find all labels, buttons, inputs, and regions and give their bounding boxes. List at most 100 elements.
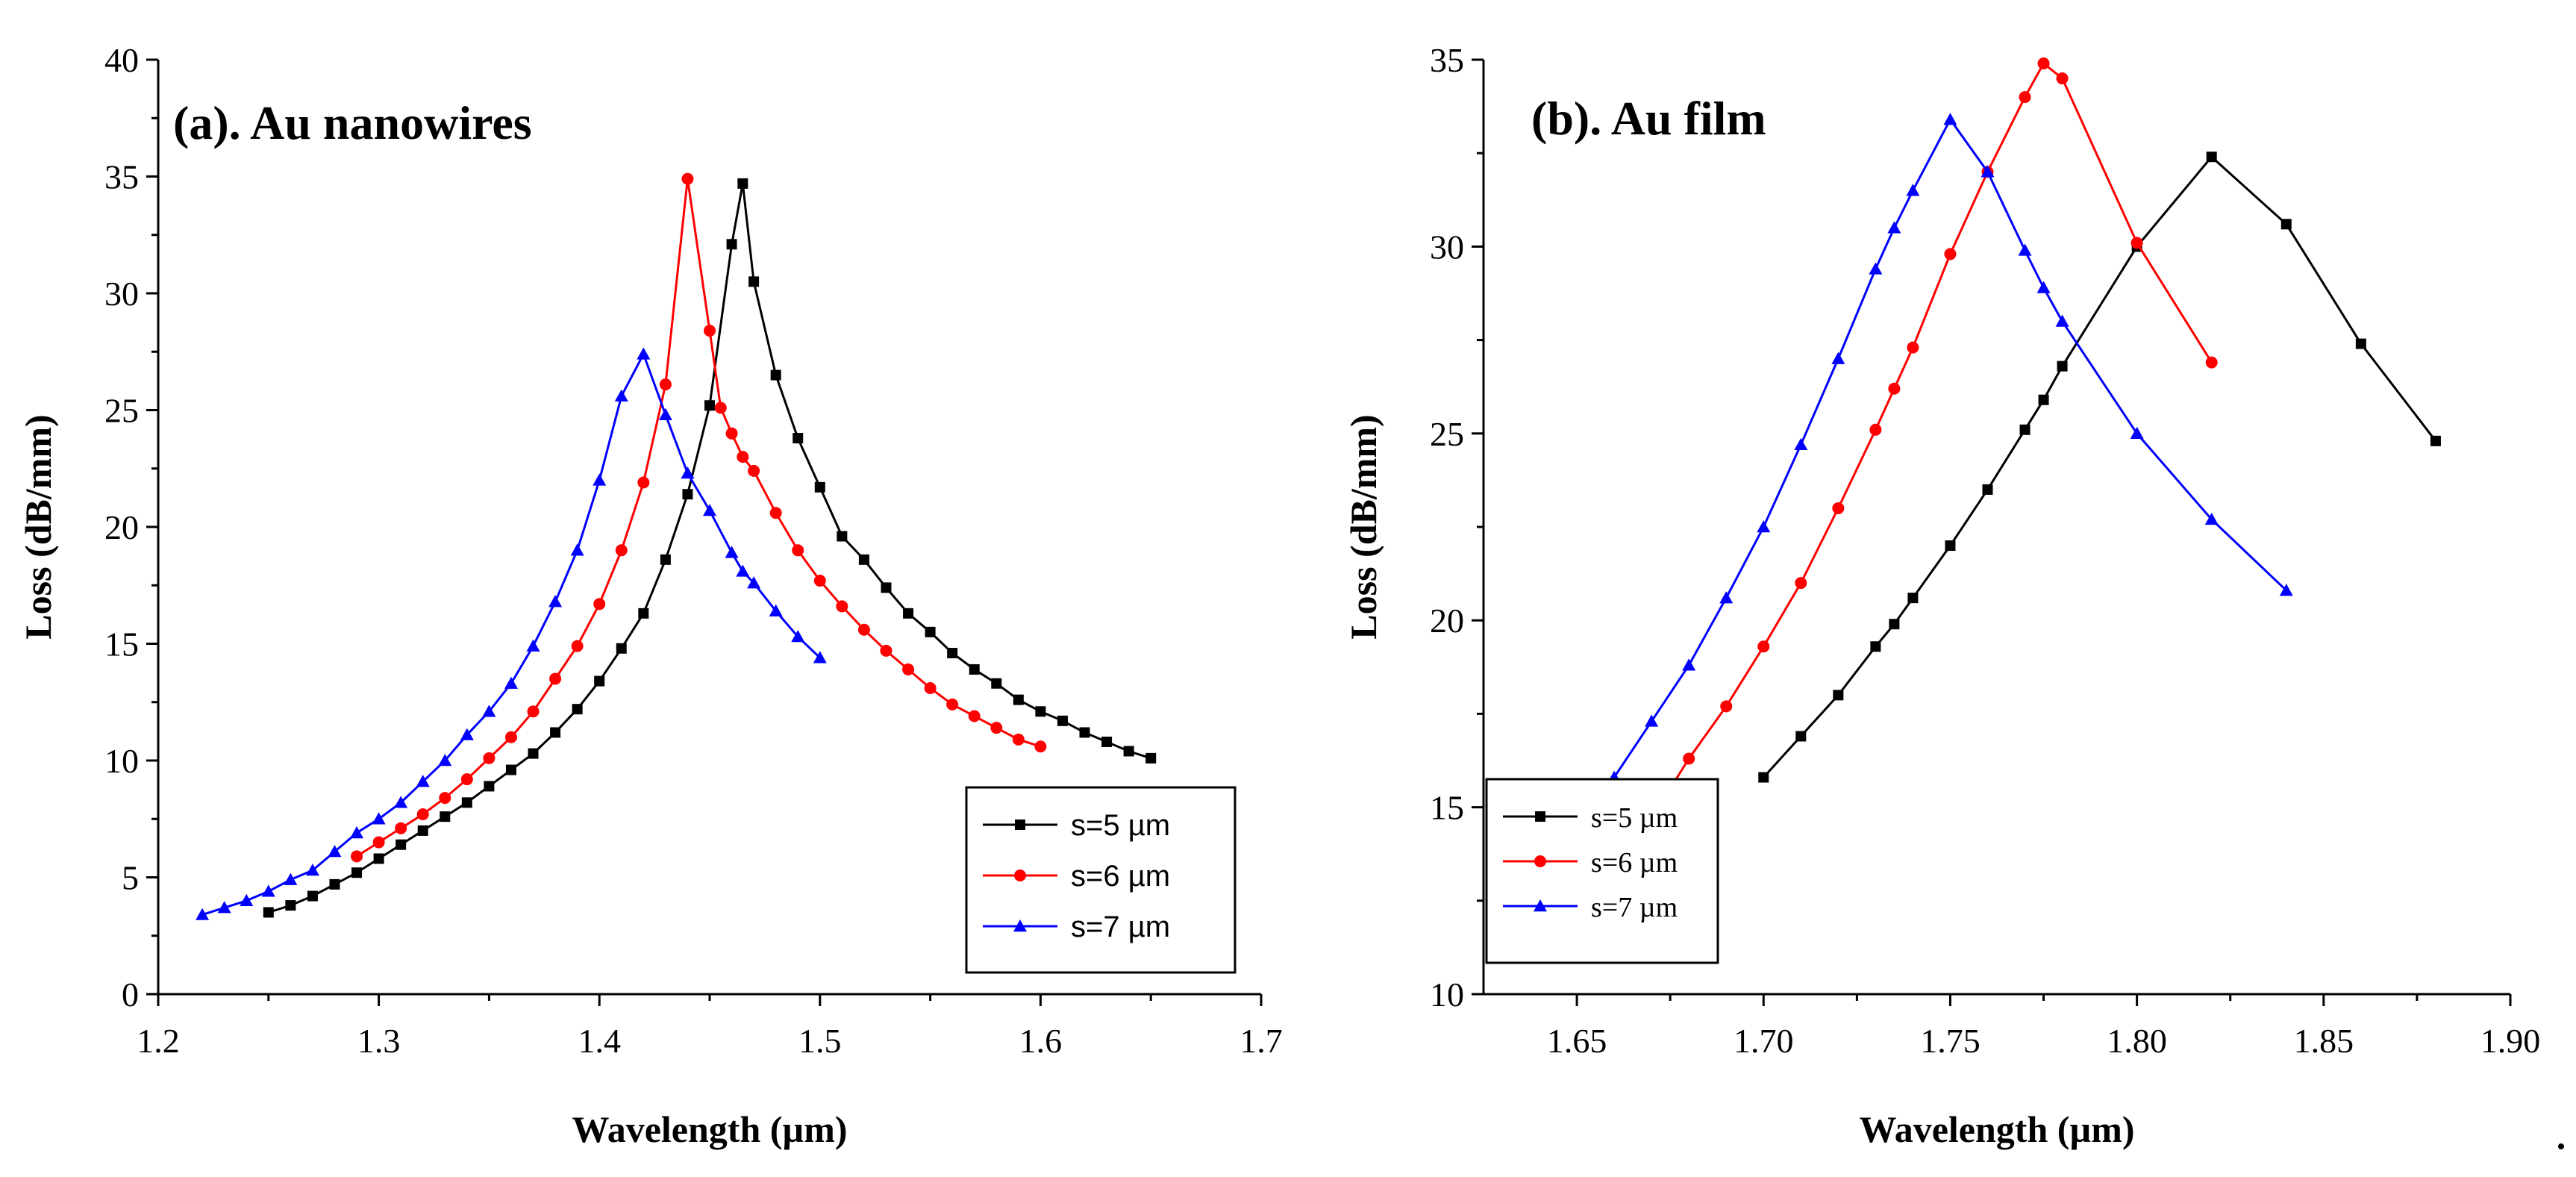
chart-title: (a). Au nanowires (173, 96, 532, 149)
data-point-s1 (748, 464, 760, 477)
data-point-s0 (1035, 706, 1046, 717)
data-point-s0 (440, 811, 451, 822)
x-tick-label: 1.7 (1239, 1022, 1283, 1060)
data-point-s0 (1833, 690, 1844, 701)
series-line-1 (356, 178, 1041, 858)
data-point-s2 (1645, 714, 1659, 727)
legend-box (965, 786, 1237, 974)
x-tick-label: 1.80 (2107, 1022, 2167, 1060)
data-point-s0 (858, 554, 869, 565)
data-point-s0 (285, 900, 296, 911)
data-point-s2 (1831, 352, 1845, 364)
data-point-s2 (504, 676, 518, 689)
legend-marker-1 (1534, 855, 1546, 867)
data-point-s2 (196, 908, 210, 920)
y-tick-label: 25 (104, 392, 139, 430)
legend: s=5 µm s=6 µm s=7 µm (1485, 778, 1719, 964)
x-tick-label: 1.5 (798, 1022, 842, 1060)
data-point-s2 (1869, 262, 1883, 275)
data-point-s2 (681, 466, 695, 479)
data-point-s1 (1720, 700, 1733, 713)
data-point-s0 (329, 878, 340, 890)
data-point-s1 (1795, 577, 1807, 590)
data-point-s0 (1795, 731, 1807, 742)
x-tick-label: 1.90 (2480, 1022, 2541, 1060)
trailing-period-mark (2558, 1143, 2564, 1149)
data-point-s2 (813, 651, 827, 664)
data-point-s1 (504, 731, 517, 743)
data-point-s1 (857, 623, 870, 636)
legend-marker-0 (1535, 811, 1545, 822)
series-1 (351, 172, 1047, 863)
data-point-s2 (217, 901, 231, 914)
y-tick-label: 0 (122, 975, 139, 1014)
series-1 (1664, 57, 2218, 795)
data-point-s1 (714, 402, 727, 414)
data-point-s2 (1943, 113, 1957, 125)
data-point-s2 (394, 796, 408, 808)
data-point-s1 (946, 698, 959, 711)
x-axis-label: Wavelength (µm) (572, 1108, 847, 1150)
series-0 (1758, 152, 2441, 783)
data-point-s1 (1869, 423, 1882, 436)
y-tick-label: 40 (104, 41, 139, 79)
data-point-s2 (1794, 437, 1808, 451)
legend: s=5 µm s=6 µm s=7 µm (965, 786, 1237, 974)
y-tick-label: 15 (1430, 789, 1464, 827)
data-point-s0 (2355, 338, 2366, 349)
data-point-s0 (1982, 484, 1993, 495)
data-point-s0 (1758, 772, 1769, 783)
data-point-s1 (416, 808, 429, 820)
data-point-s0 (1907, 593, 1919, 604)
data-point-s1 (1012, 733, 1025, 746)
data-point-s1 (880, 644, 892, 657)
data-point-s1 (2019, 91, 2031, 104)
data-point-s0 (881, 582, 892, 593)
data-point-s2 (460, 728, 474, 740)
data-point-s1 (549, 672, 562, 685)
data-point-s2 (747, 576, 761, 589)
data-point-s0 (550, 727, 561, 738)
data-point-s0 (925, 626, 936, 637)
data-point-s1 (1907, 341, 1919, 354)
data-point-s1 (792, 544, 804, 557)
data-point-s0 (2057, 360, 2068, 372)
y-axis-label: Loss (dB/mm) (1342, 414, 1384, 639)
data-point-s2 (637, 347, 651, 360)
data-point-s0 (417, 825, 428, 836)
data-point-s1 (836, 600, 848, 613)
data-point-s0 (484, 781, 495, 792)
series-line-2 (1613, 117, 2287, 778)
data-point-s0 (351, 867, 363, 878)
data-point-s1 (615, 544, 628, 557)
data-point-s2 (2204, 512, 2219, 525)
chart-panel-b: 1.65 1.70 1.75 1.80 1.85 1.90 10 15 20 25 30 35 Wave… (1342, 41, 2540, 1150)
legend-label-1: s=6 µm (1071, 860, 1170, 893)
data-point-s1 (902, 663, 915, 675)
y-tick-label: 30 (104, 275, 139, 313)
x-tick-label: 1.4 (578, 1022, 621, 1060)
y-tick-label: 15 (104, 625, 139, 664)
data-point-s0 (903, 608, 914, 619)
data-point-s2 (570, 543, 584, 556)
data-point-s0 (1123, 746, 1134, 757)
data-point-s0 (2038, 394, 2049, 405)
data-point-s1 (460, 773, 473, 786)
y-tick-label: 25 (1430, 415, 1464, 453)
data-point-s2 (736, 564, 750, 577)
data-point-s2 (240, 893, 254, 906)
data-point-s0 (1870, 641, 1881, 652)
data-point-s2 (2036, 281, 2051, 293)
data-point-s0 (572, 704, 583, 715)
data-point-s1 (2056, 72, 2069, 85)
x-tick-label: 1.2 (137, 1022, 180, 1060)
data-point-s2 (1719, 591, 1734, 604)
data-point-s0 (594, 675, 605, 687)
x-tick-label: 1.65 (1547, 1022, 1607, 1060)
data-point-s0 (726, 239, 737, 250)
data-point-s2 (1906, 184, 1920, 196)
data-point-s1 (659, 378, 672, 391)
series-2 (1607, 113, 2293, 783)
